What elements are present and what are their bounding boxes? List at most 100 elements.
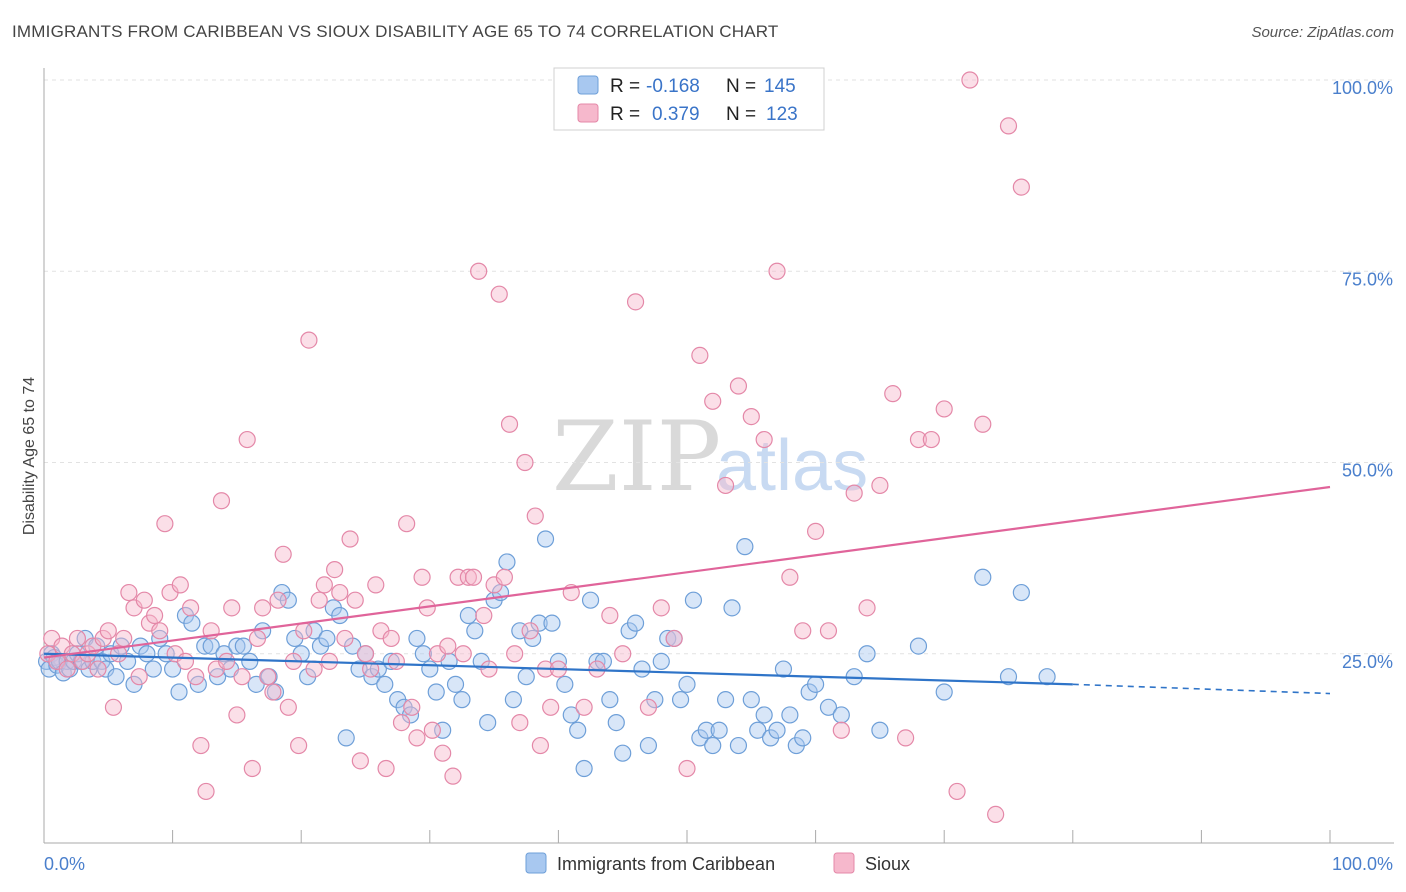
data-point-pink <box>423 721 441 739</box>
data-point-pink <box>326 560 344 579</box>
data-point-blue <box>935 683 953 701</box>
y-tick-labels: 25.0% 50.0% 75.0% 100.0% <box>1332 78 1393 672</box>
data-point-pink <box>935 400 953 418</box>
data-point-blue <box>562 706 580 724</box>
data-point-pink <box>187 668 205 686</box>
legend-label-caribbean: Immigrants from Caribbean <box>557 854 775 874</box>
data-point-blue <box>107 668 125 686</box>
data-point-blue <box>749 721 767 739</box>
data-point-pink <box>575 698 593 716</box>
data-point-pink <box>362 660 380 678</box>
data-point-pink <box>470 262 488 280</box>
data-point-pink <box>526 507 544 525</box>
data-point-blue <box>138 645 156 663</box>
legend-n-label-blue: N = <box>726 76 756 97</box>
data-point-pink <box>58 660 76 678</box>
data-point-pink <box>704 392 722 410</box>
data-point-pink <box>999 117 1018 135</box>
series-sioux-points <box>39 71 1030 824</box>
data-point-pink <box>511 713 529 732</box>
data-point-pink <box>521 622 539 640</box>
data-point-pink <box>403 698 421 716</box>
data-point-blue <box>601 691 619 709</box>
legend-r-label-pink: R = <box>610 104 640 125</box>
data-point-pink <box>248 629 267 648</box>
data-point-pink <box>367 576 385 594</box>
data-point-blue <box>974 568 992 586</box>
data-point-blue <box>781 706 799 724</box>
y-tick-label: 75.0% <box>1342 269 1393 289</box>
data-point-pink <box>295 622 313 640</box>
data-point-pink <box>315 576 333 594</box>
data-point-pink <box>223 599 241 617</box>
data-point-blue <box>755 706 773 724</box>
data-point-pink <box>832 721 850 739</box>
data-point-pink <box>614 645 632 663</box>
data-point-blue <box>170 683 188 701</box>
data-point-blue <box>697 721 715 739</box>
chart-title: IMMIGRANTS FROM CARIBBEAN VS SIOUX DISAB… <box>12 22 779 41</box>
data-point-pink <box>601 606 619 625</box>
data-point-blue <box>704 736 722 755</box>
data-point-blue <box>228 637 246 655</box>
legend-r-label-blue: R = <box>610 76 640 97</box>
trend-lines <box>43 485 1331 695</box>
data-point-pink <box>212 492 231 510</box>
data-point-pink <box>135 591 153 609</box>
data-point-blue <box>421 660 439 678</box>
data-point-blue <box>909 637 928 655</box>
data-point-blue <box>453 691 471 709</box>
data-point-pink <box>464 568 483 586</box>
data-point-pink <box>506 645 524 663</box>
data-point-pink <box>413 568 431 586</box>
data-point-pink <box>192 736 210 755</box>
data-point-pink <box>806 522 825 540</box>
data-point-pink <box>909 430 928 449</box>
data-point-blue <box>376 675 394 693</box>
data-point-blue <box>832 706 850 724</box>
data-point-pink <box>243 759 261 778</box>
data-point-pink <box>274 545 292 563</box>
y-tick-label: 25.0% <box>1342 652 1393 672</box>
data-point-blue <box>614 744 632 762</box>
data-point-pink <box>480 660 498 678</box>
data-point-blue <box>144 660 162 678</box>
data-point-pink <box>434 744 452 762</box>
legend-r-value-blue: -0.168 <box>646 76 700 97</box>
data-point-blue <box>819 698 838 716</box>
data-point-blue <box>581 591 600 609</box>
data-point-blue <box>639 736 658 755</box>
data-point-pink <box>858 599 876 617</box>
data-point-blue <box>459 606 477 625</box>
data-point-pink <box>439 637 457 655</box>
data-point-blue <box>408 629 426 648</box>
data-point-pink <box>794 622 812 640</box>
data-point-pink <box>716 476 735 495</box>
data-point-blue <box>318 629 336 648</box>
data-point-pink <box>68 629 87 648</box>
data-point-pink <box>382 629 400 648</box>
data-point-pink <box>228 706 246 724</box>
legend-n-label-pink: N = <box>726 104 756 125</box>
data-point-pink <box>377 759 395 778</box>
data-point-pink <box>639 698 658 716</box>
data-point-pink <box>871 476 889 495</box>
data-point-pink <box>884 385 902 403</box>
data-point-pink <box>755 430 773 449</box>
data-point-pink <box>987 805 1005 824</box>
legend-n-value-blue: 145 <box>764 76 796 97</box>
data-point-pink <box>269 591 287 609</box>
data-point-blue <box>241 652 259 671</box>
data-point-blue <box>659 629 677 648</box>
watermark-atlas: atlas <box>716 426 868 506</box>
data-point-pink <box>516 453 534 472</box>
data-point-blue <box>196 637 214 655</box>
data-point-blue <box>723 599 741 617</box>
data-point-pink <box>109 645 128 663</box>
data-point-pink <box>151 622 169 640</box>
data-point-blue <box>536 530 555 548</box>
data-point-pink <box>176 652 195 671</box>
data-point-pink <box>691 346 709 364</box>
data-point-pink <box>652 599 670 617</box>
